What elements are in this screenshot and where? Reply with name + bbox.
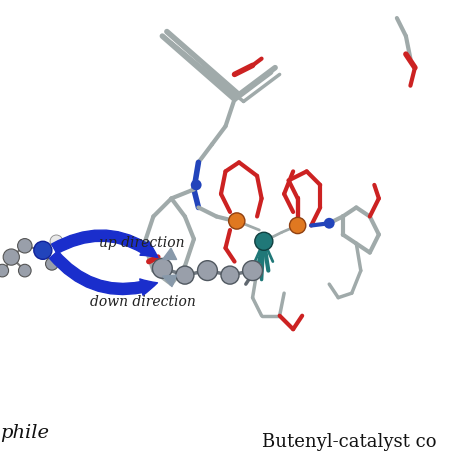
Circle shape (18, 264, 31, 277)
Text: up direction: up direction (99, 236, 185, 250)
Circle shape (221, 266, 239, 284)
Circle shape (152, 258, 172, 278)
FancyArrowPatch shape (50, 251, 157, 295)
Circle shape (176, 266, 194, 284)
Circle shape (255, 232, 273, 250)
Text: Butenyl-catalyst co: Butenyl-catalyst co (262, 433, 436, 451)
Circle shape (198, 261, 217, 281)
FancyArrowPatch shape (163, 275, 177, 286)
Circle shape (34, 241, 52, 259)
Circle shape (290, 217, 306, 234)
FancyArrowPatch shape (51, 230, 158, 258)
Circle shape (324, 218, 335, 229)
Circle shape (46, 258, 58, 270)
Circle shape (18, 239, 32, 253)
Text: down direction: down direction (90, 295, 196, 309)
Circle shape (50, 235, 63, 248)
Circle shape (191, 179, 202, 190)
Circle shape (3, 249, 19, 265)
Circle shape (229, 213, 245, 229)
Circle shape (0, 264, 9, 277)
FancyArrowPatch shape (163, 248, 176, 259)
Circle shape (243, 261, 262, 281)
Text: phile: phile (0, 424, 49, 442)
